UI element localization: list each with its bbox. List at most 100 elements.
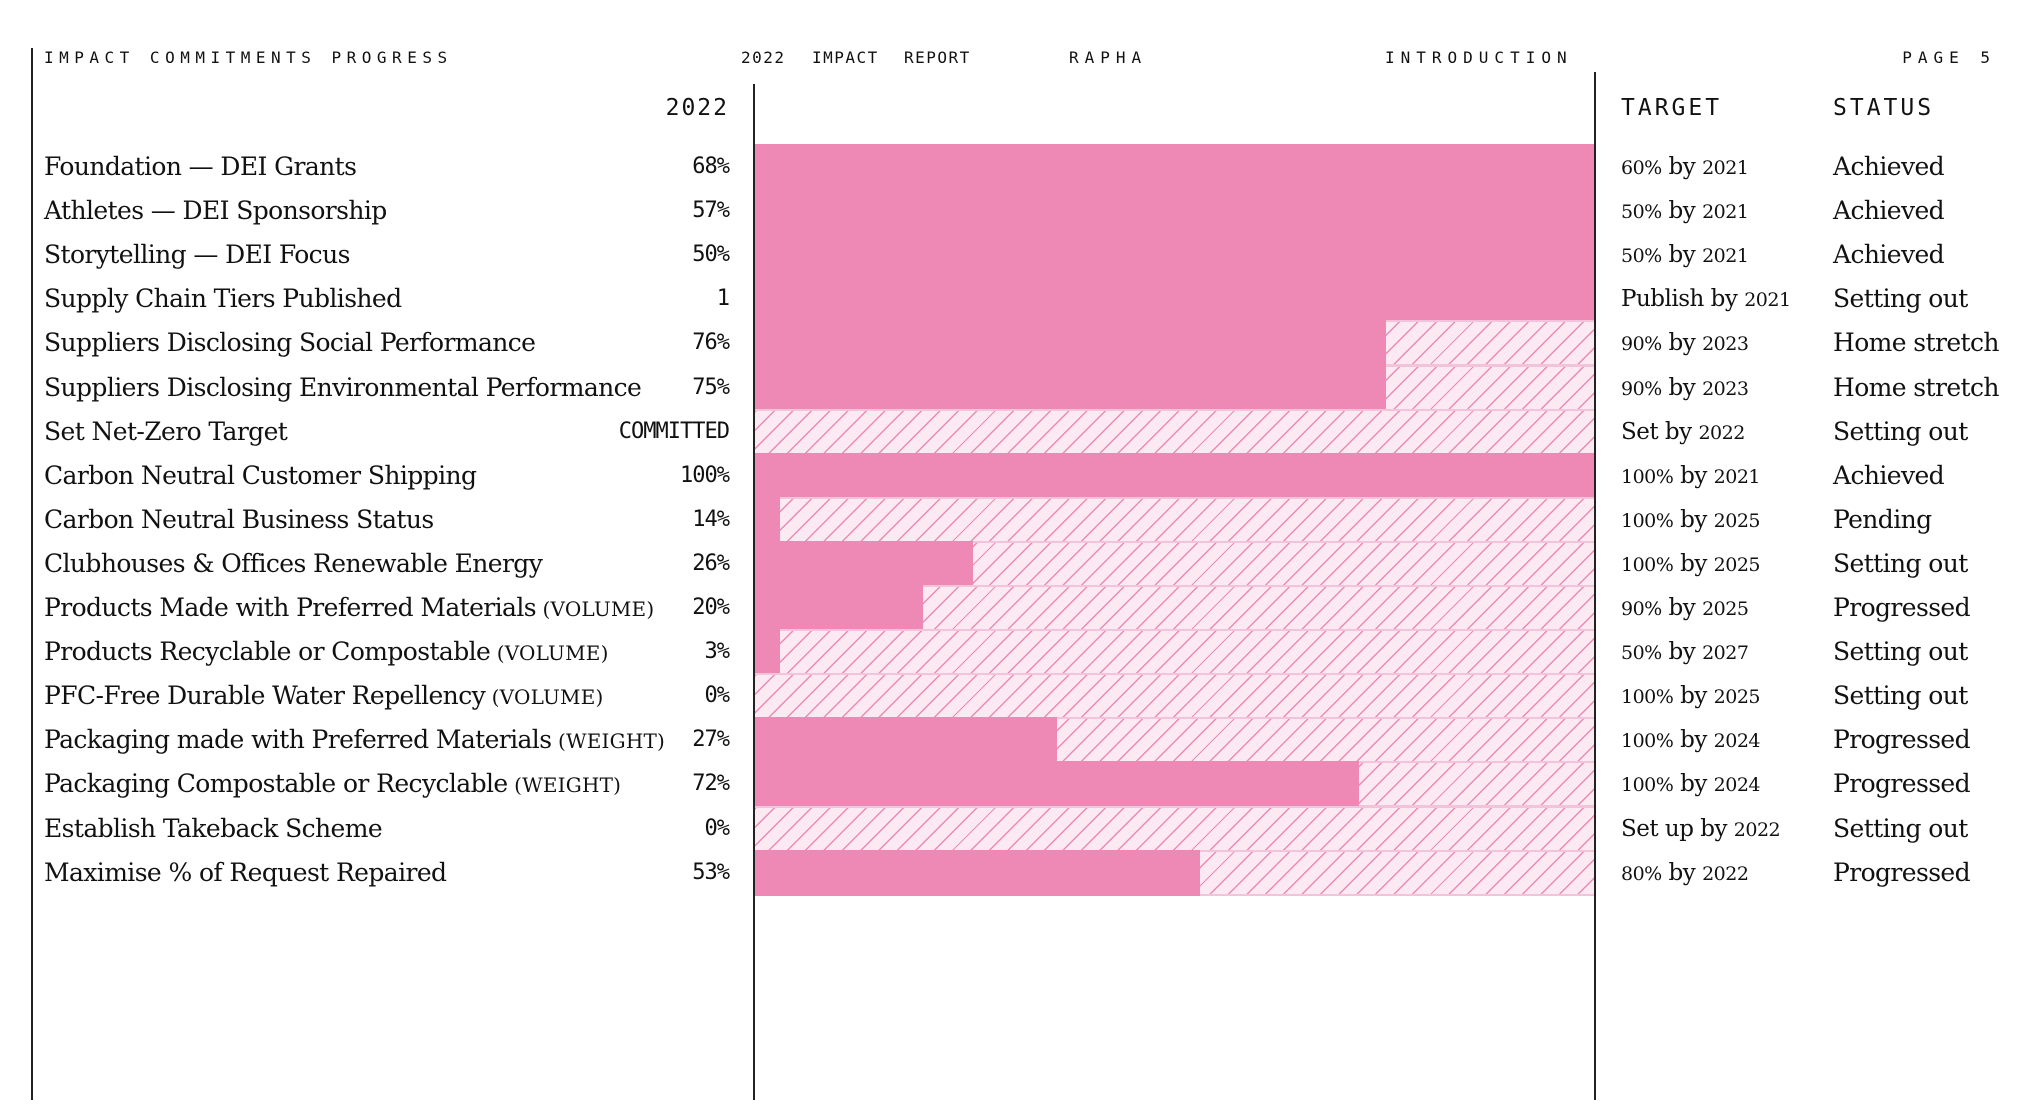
progress-bar <box>755 276 1594 323</box>
progress-track <box>755 849 1594 896</box>
row-label: Packaging made with Preferred Materials … <box>44 716 665 764</box>
progress-bar <box>755 849 1200 896</box>
progress-bar <box>755 320 1386 367</box>
table-row: PFC-Free Durable Water Repellency (VOLUM… <box>0 672 2020 720</box>
progress-bar <box>755 585 923 631</box>
row-status: Setting out <box>1833 284 1968 314</box>
table-row: Suppliers Disclosing Social Performance 7… <box>0 319 2020 367</box>
row-target: 50% by 2021 <box>1621 242 1749 269</box>
progress-track <box>755 496 1594 543</box>
row-target: 100% by 2025 <box>1621 683 1761 710</box>
row-label-text: Suppliers Disclosing Environmental Perfo… <box>44 372 642 402</box>
progress-track <box>755 761 1594 808</box>
row-status: Achieved <box>1833 196 1945 226</box>
row-status: Setting out <box>1833 813 1968 843</box>
row-label-text: Clubhouses & Offices Renewable Energy <box>44 548 543 578</box>
row-status: Setting out <box>1833 681 1968 711</box>
row-label: Storytelling — DEI Focus <box>44 231 350 279</box>
row-label-qualifier: (WEIGHT) <box>507 773 622 798</box>
row-value: 50% <box>692 242 730 268</box>
row-value: 68% <box>692 154 730 179</box>
progress-track <box>755 717 1594 764</box>
row-label-text: Athletes — DEI Sponsorship <box>44 196 387 226</box>
progress-bar <box>755 540 974 587</box>
progress-track <box>755 232 1594 279</box>
row-label: Suppliers Disclosing Social Performance <box>44 319 536 367</box>
row-status: Achieved <box>1833 460 1945 490</box>
table-row: Packaging made with Preferred Materials … <box>0 716 2020 764</box>
row-status: Setting out <box>1833 416 1968 446</box>
row-label-text: Supply Chain Tiers Published <box>44 284 402 314</box>
row-target: Publish by 2021 <box>1621 286 1791 313</box>
row-label: Athletes — DEI Sponsorship <box>44 187 387 235</box>
row-target: 90% by 2023 <box>1621 374 1749 401</box>
row-value: 0% <box>704 683 730 709</box>
progress-bar <box>755 761 1360 808</box>
table-row: Set Net-Zero Target COMMITTED Set by 2022 S… <box>0 408 2020 456</box>
row-label-text: PFC-Free Durable Water Repellency <box>44 681 486 711</box>
progress-track <box>755 320 1594 367</box>
progress-bar <box>755 188 1594 235</box>
row-label: Set Net-Zero Target <box>44 408 288 456</box>
row-label: Carbon Neutral Customer Shipping <box>44 452 477 500</box>
row-label-text: Carbon Neutral Customer Shipping <box>44 460 477 490</box>
row-label: Clubhouses & Offices Renewable Energy <box>44 540 543 588</box>
row-label: Carbon Neutral Business Status <box>44 496 434 544</box>
table-row: Carbon Neutral Business Status 14% 100% by… <box>0 496 2020 544</box>
row-value: 3% <box>704 639 730 665</box>
row-label-text: Foundation — DEI Grants <box>44 152 357 181</box>
row-label: Supply Chain Tiers Published <box>44 275 402 323</box>
table-row: Products Recyclable or Compostable (VOLU… <box>0 628 2020 676</box>
row-value: 72% <box>692 771 730 797</box>
row-status: Home stretch <box>1833 328 1999 358</box>
row-label-text: Maximise % of Request Repaired <box>44 857 447 887</box>
row-label-qualifier: (VOLUME) <box>485 685 604 710</box>
row-label: Suppliers Disclosing Environmental Perfo… <box>44 364 642 412</box>
running-header-section: INTRODUCTION <box>1385 48 1573 67</box>
row-target: 100% by 2024 <box>1621 727 1761 754</box>
row-label: Packaging Compostable or Recyclable (WEI… <box>44 760 621 808</box>
row-status: Progressed <box>1833 725 1971 755</box>
table-row: Carbon Neutral Customer Shipping 100% 100%… <box>0 452 2020 500</box>
row-value: 57% <box>692 198 730 224</box>
row-label-text: Products Recyclable or Compostable <box>44 637 491 667</box>
status-column-header: STATUS <box>1833 95 1935 121</box>
row-label-qualifier: (WEIGHT) <box>551 729 666 754</box>
progress-track <box>755 408 1594 455</box>
progress-bar <box>755 144 1594 190</box>
table-row: Packaging Compostable or Recyclable (WEI… <box>0 760 2020 808</box>
progress-track <box>755 629 1594 676</box>
table-row: Establish Takeback Scheme 0% Set up by 202… <box>0 805 2020 853</box>
row-value: 27% <box>692 727 730 753</box>
progress-bar <box>755 717 1057 764</box>
progress-track <box>755 188 1594 235</box>
page-title: IMPACT COMMITMENTS PROGRESS <box>44 48 453 67</box>
progress-bar <box>755 496 781 543</box>
progress-track <box>755 452 1594 499</box>
row-value: 14% <box>692 506 730 532</box>
row-target: 100% by 2024 <box>1621 771 1761 798</box>
row-label: Products Made with Preferred Materials (… <box>44 584 654 632</box>
running-header-impact: IMPACT <box>812 48 879 67</box>
row-value: 1 <box>716 286 730 312</box>
progress-bar <box>755 232 1594 279</box>
row-status: Progressed <box>1833 857 1971 887</box>
row-status: Achieved <box>1833 152 1945 181</box>
row-label-text: Packaging made with Preferred Materials <box>44 725 552 755</box>
row-value: 53% <box>692 859 730 885</box>
row-value: 75% <box>692 374 730 400</box>
running-header-brand: RAPHA <box>1069 48 1148 67</box>
row-label-qualifier: (VOLUME) <box>535 597 655 621</box>
left-rule <box>31 48 33 1100</box>
progress-bar <box>755 452 1594 499</box>
progress-track <box>755 144 1594 190</box>
row-status: Progressed <box>1833 593 1971 622</box>
table-row: Maximise % of Request Repaired 53% 80% by … <box>0 849 2020 897</box>
table-row: Supply Chain Tiers Published 1 Publish by … <box>0 275 2020 323</box>
progress-bar <box>755 629 781 676</box>
row-target: 100% by 2025 <box>1621 550 1761 577</box>
table-row: Storytelling — DEI Focus 50% 50% by 2021 Ac… <box>0 231 2020 279</box>
row-status: Home stretch <box>1833 372 1999 402</box>
row-value: COMMITTED <box>618 418 730 444</box>
row-target: Set up by 2022 <box>1621 815 1781 842</box>
